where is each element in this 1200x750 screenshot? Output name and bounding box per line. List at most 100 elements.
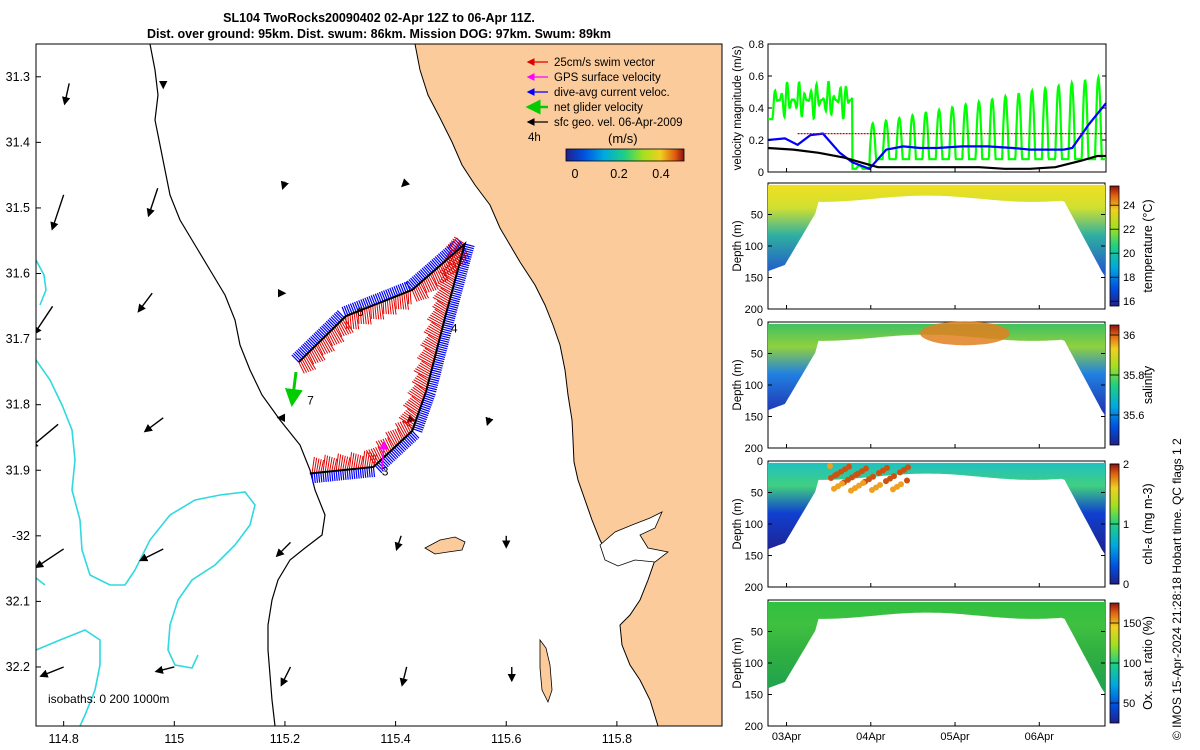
swim-vector [434,308,446,317]
current-vector [382,457,391,466]
depth-tick-label: 100 [745,380,763,392]
current-vector [412,428,423,433]
current-vector [397,284,403,295]
swim-vector [314,346,324,362]
swim-vector [389,430,399,445]
current-vector [346,469,349,480]
current-vector [322,323,331,332]
swim-vector [368,452,373,468]
current-vector [445,315,456,320]
current-vector [426,386,437,391]
swim-vector [324,455,329,473]
swim-vector [348,452,353,470]
current-vector [420,405,431,410]
swim-vector [439,280,454,289]
swim-vector [320,459,325,473]
current-vector [339,470,343,481]
depth-tick-label: 100 [745,241,763,253]
velocity-series-line [767,102,1107,171]
swim-vector [409,397,422,407]
current-vector [399,283,405,294]
current-vector [296,349,304,358]
map-y-tick-label: 31.6 [6,267,30,281]
swim-vector [309,351,317,364]
swim-vector [418,355,434,364]
colorbar-tick-label: 0 [1123,579,1129,591]
current-vector [458,264,469,269]
geo-velocity-vector [394,535,403,551]
current-vector [374,465,383,474]
swim-vector [320,340,329,354]
current-vector [344,469,347,480]
swim-vector [401,293,405,310]
swim-vector [378,302,382,320]
swim-vector [394,428,402,442]
swim-vector [407,392,423,403]
figure-title-line2: Dist. over ground: 95km. Dist. swum: 86k… [146,27,611,41]
speed-colorbar-tick: 0.4 [652,167,669,181]
current-vector [448,302,459,307]
swim-vector [315,344,326,361]
current-vector [349,303,355,314]
current-vector [436,347,447,352]
current-vector [337,470,340,481]
current-vector [332,314,340,323]
current-vector [410,277,418,287]
swim-vector [432,305,447,315]
current-vector [336,310,345,319]
swim-vector [418,283,427,300]
geo-velocity-vector [36,305,54,336]
legend-label: net glider velocity [554,102,643,114]
depth-tick-label: 200 [745,582,763,594]
current-vector [457,271,468,275]
current-vector [348,469,351,480]
swim-vector [442,267,457,277]
current-vector [433,360,444,365]
swim-vector [355,454,359,469]
current-vector [431,367,442,371]
current-vector [387,453,396,462]
geo-velocity-vector [138,548,164,562]
current-vector [314,331,323,340]
current-vector [303,342,312,351]
current-vector [333,470,336,482]
map-y-tick-label: 31.8 [6,398,30,412]
swim-vector [386,299,390,315]
section-fill [768,462,1105,555]
swim-vector [437,291,451,300]
depth-tick-label: 0 [757,456,763,468]
current-vector [385,289,390,300]
current-vector [406,280,415,289]
map-legend: 25cm/s swim vector GPS surface velocity di… [525,57,685,181]
current-vector [355,468,358,479]
chla-high-point [884,464,890,471]
swim-vector [432,310,446,319]
legend-label: 25cm/s swim vector [554,57,655,69]
current-vector [368,467,371,478]
current-vector [311,334,320,343]
current-vector [426,388,437,393]
swim-vector [397,295,400,310]
current-vector [366,296,372,307]
current-vector [376,463,384,472]
swim-vector [434,269,442,284]
current-vector [313,333,322,342]
chla-high-point [905,464,911,471]
swim-vector [419,353,435,362]
current-vector [417,413,428,419]
swim-vector [393,297,397,315]
current-vector [389,287,395,298]
depth-tick-label: 50 [751,210,763,222]
swim-vector [339,322,347,336]
swim-vector [439,265,449,282]
current-vector [372,466,376,477]
copyright-note: © IMOS 15-Apr-2024 21:28:18 Hobart time.… [1170,438,1184,740]
current-vector [454,281,465,286]
current-vector [415,419,426,425]
swim-vector [421,342,437,352]
current-vector [350,469,354,480]
map-x-tick-label: 115.6 [491,732,521,746]
current-vector [324,471,327,482]
current-vector [446,311,457,316]
